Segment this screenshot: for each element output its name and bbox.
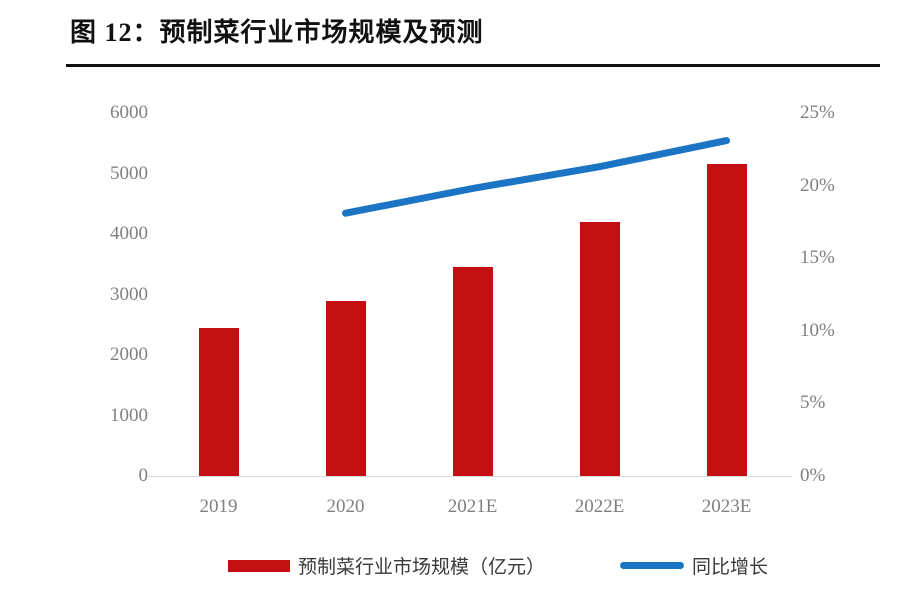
bar-series-swatch	[228, 559, 290, 572]
y-axis-right-tick: 20%	[800, 174, 835, 196]
x-axis-tick: 2021E	[447, 496, 498, 517]
y-axis-right-tick: 15%	[800, 247, 835, 269]
x-axis-tick: 2022E	[574, 496, 625, 517]
x-axis-tick: 2020	[326, 496, 365, 517]
y-axis-left-tick: 1000	[110, 404, 148, 426]
legend-label-market-size: 预制菜行业市场规模（亿元）	[298, 557, 546, 578]
y-axis-left-tick: 2000	[110, 344, 148, 365]
y-axis-left-tick: 0	[138, 465, 149, 486]
legend-label-yoy-growth: 同比增长	[692, 557, 769, 578]
y-axis-right-tick: 10%	[800, 319, 835, 341]
y-axis-left-tick: 5000	[110, 162, 148, 184]
bar-2020	[325, 301, 366, 476]
title-divider	[66, 64, 880, 67]
plot-area	[148, 113, 792, 477]
legend-item-yoy-growth: 同比增长	[620, 552, 768, 579]
bar-2023E	[706, 163, 747, 476]
bar-2022E	[579, 222, 620, 476]
x-axis-tick: 2019	[199, 496, 238, 517]
y-axis-right-tick: 5%	[800, 392, 826, 414]
y-axis-left-tick: 3000	[110, 283, 148, 305]
line-series-swatch	[620, 562, 684, 569]
y-axis-right-tick: 25%	[800, 102, 835, 123]
growth-line-series	[342, 137, 730, 217]
bar-2019	[198, 328, 239, 476]
x-axis-line	[148, 476, 792, 477]
y-axis-right-tick: 0%	[800, 465, 826, 486]
x-axis-tick: 2023E	[701, 496, 752, 517]
growth-line-path	[342, 137, 730, 217]
legend-item-market-size: 预制菜行业市场规模（亿元）	[228, 552, 545, 579]
figure-title: 图 12：预制菜行业市场规模及预测	[70, 18, 484, 47]
y-axis-left-tick: 4000	[110, 223, 148, 244]
y-axis-left-tick: 6000	[110, 102, 148, 123]
legend: 预制菜行业市场规模（亿元） 同比增长	[0, 544, 911, 578]
bar-2021E	[452, 266, 493, 476]
